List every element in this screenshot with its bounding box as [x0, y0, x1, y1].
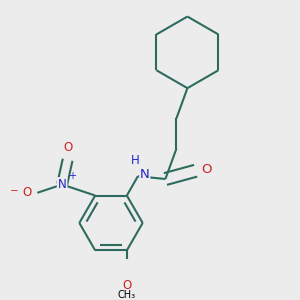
Text: O: O: [201, 163, 212, 176]
Text: +: +: [68, 171, 76, 181]
Text: CH₃: CH₃: [118, 290, 136, 300]
Text: H: H: [131, 154, 140, 166]
Text: N: N: [140, 168, 150, 182]
Text: O: O: [22, 186, 32, 199]
Text: O: O: [63, 141, 72, 154]
Text: N: N: [58, 178, 67, 191]
Text: −: −: [10, 186, 18, 197]
Text: O: O: [122, 279, 131, 292]
